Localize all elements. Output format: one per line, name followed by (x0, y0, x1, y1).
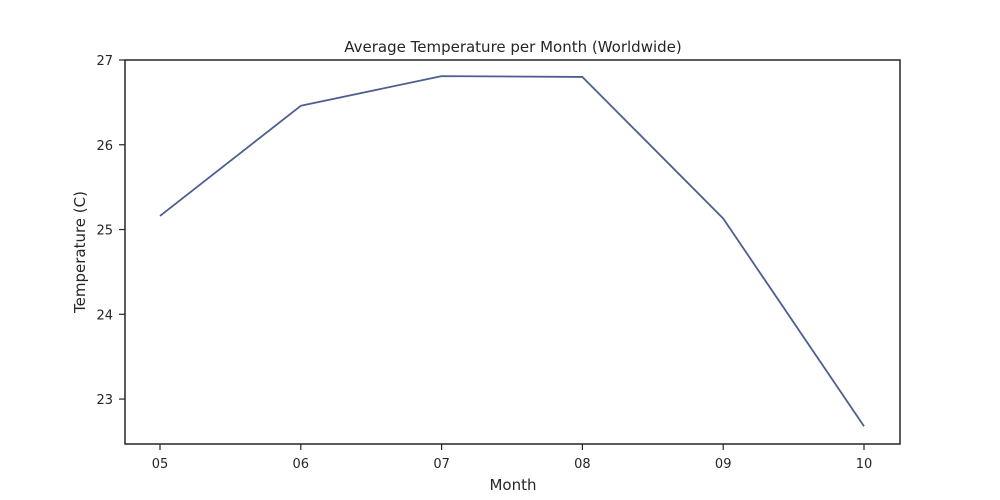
x-tick-label: 05 (152, 457, 169, 472)
y-tick-label: 24 (96, 308, 113, 323)
plot-area (159, 75, 865, 427)
plot-frame (124, 59, 901, 445)
y-tick-label: 26 (96, 139, 113, 154)
x-tick-label: 06 (293, 457, 310, 472)
y-axis-label: Temperature (C) (71, 191, 89, 314)
y-axis: 23 24 25 26 27 (96, 54, 125, 408)
y-tick-label: 23 (96, 393, 113, 408)
x-tick-label: 08 (574, 457, 591, 472)
y-tick-label: 25 (96, 224, 113, 239)
x-tick-label: 09 (715, 457, 732, 472)
chart-title: Average Temperature per Month (Worldwide… (344, 38, 682, 56)
y-tick-label: 27 (96, 54, 113, 69)
x-axis: 05 06 07 08 09 10 (152, 444, 873, 472)
x-axis-label: Month (489, 476, 536, 494)
temperature-series-line (159, 75, 865, 427)
x-tick-label: 07 (433, 457, 450, 472)
x-tick-label: 10 (856, 457, 873, 472)
